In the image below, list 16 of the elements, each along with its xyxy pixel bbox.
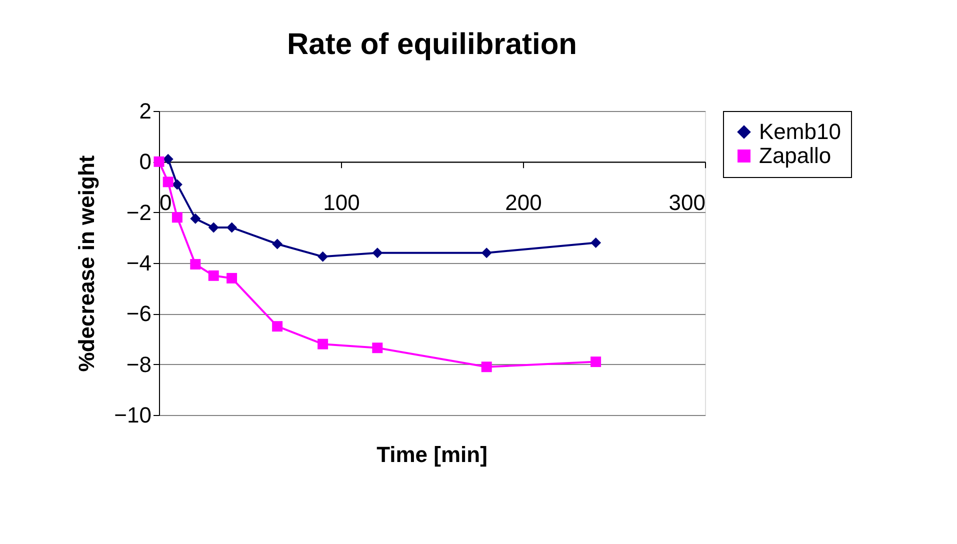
y-tick-label: −8 [126, 352, 152, 377]
y-tick-label: 0 [139, 149, 152, 174]
x-tick-label: 100 [323, 190, 360, 216]
y-tick-label: −10 [114, 402, 152, 428]
x-tick-label: 200 [505, 190, 542, 216]
y-tick-label: −2 [126, 200, 152, 225]
y-tick-label: −4 [126, 250, 152, 276]
x-axis-title: Time [min] [376, 442, 488, 467]
y-tick-label: 2 [139, 98, 152, 124]
legend-label: Kemb10 [759, 119, 841, 144]
x-tick-label: 300 [668, 190, 706, 216]
y-axis-title: %decrease in weight [74, 154, 100, 372]
legend-label: Zapallo [759, 143, 832, 168]
y-tick-label: −6 [126, 301, 152, 326]
x-tick-label: 0 [160, 190, 172, 216]
chart-title: Rate of equilibration [286, 28, 578, 61]
